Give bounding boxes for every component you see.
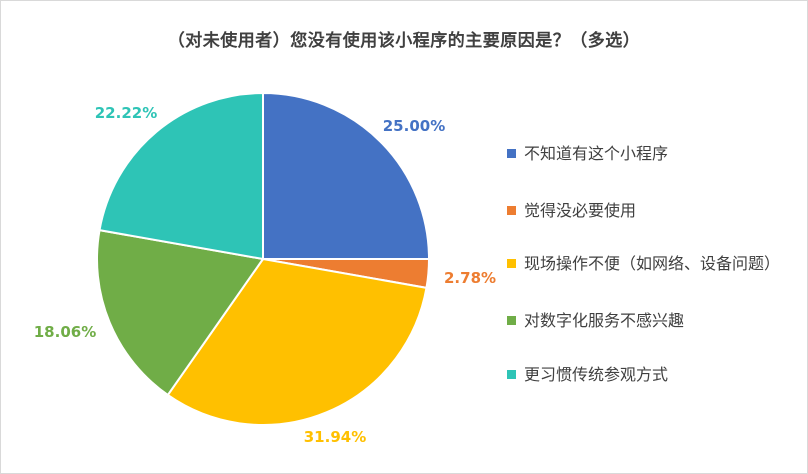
pie-slice-0 — [262, 91, 431, 260]
legend-item-1: 觉得没必要使用 — [507, 199, 807, 223]
legend-swatch-1 — [507, 206, 516, 215]
legend-item-2: 现场操作不便（如网络、设备问题） — [507, 252, 807, 276]
legend-item-0: 不知道有这个小程序 — [507, 142, 807, 166]
legend-label-4: 更习惯传统参观方式 — [524, 365, 669, 384]
data-label-4: 22.22% — [95, 104, 157, 122]
pie-slice-2 — [166, 257, 428, 426]
legend-swatch-3 — [507, 316, 516, 325]
data-label-2: 31.94% — [304, 428, 366, 446]
data-label-1: 2.78% — [444, 269, 496, 287]
legend-label-1: 觉得没必要使用 — [524, 201, 637, 220]
chart-title: （对未使用者）您没有使用该小程序的主要原因是？（多选） — [167, 31, 641, 51]
legend-swatch-2 — [507, 259, 516, 268]
legend-swatch-4 — [507, 370, 516, 379]
data-label-3: 18.06% — [34, 323, 96, 341]
legend-label-0: 不知道有这个小程序 — [524, 144, 669, 163]
legend-item-3: 对数字化服务不感兴趣 — [507, 309, 807, 333]
pie-slice-4 — [98, 91, 264, 261]
legend-swatch-0 — [507, 149, 516, 158]
legend-label-3: 对数字化服务不感兴趣 — [524, 311, 685, 330]
legend-label-2: 现场操作不便（如网络、设备问题） — [524, 254, 781, 273]
data-label-0: 25.00% — [383, 117, 445, 135]
pie-slice-3 — [96, 228, 265, 397]
legend-item-4: 更习惯传统参观方式 — [507, 363, 807, 387]
